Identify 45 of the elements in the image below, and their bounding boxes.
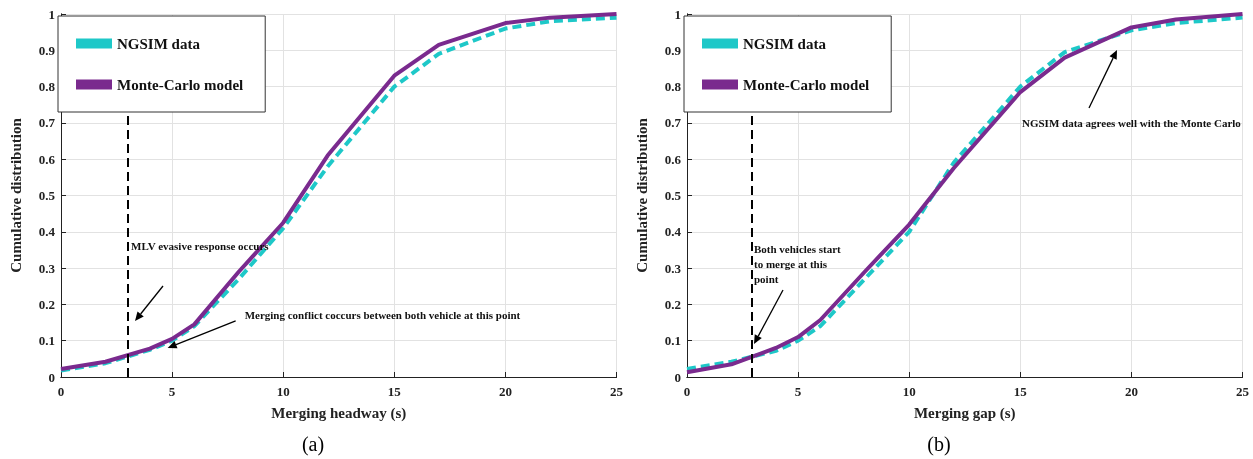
x-tick-label: 10 [276,384,290,399]
y-axis-title: Cumulative distribution [633,117,650,273]
y-tick-label: 0.1 [38,333,55,349]
y-tick-label: 0.7 [664,115,682,131]
y-tick-label: 0.5 [664,188,682,203]
annotation: Merging conflict coccurs between both vehicle at this point [244,308,521,321]
x-tick-label: 5 [794,384,802,399]
y-tick-label: 0.5 [38,188,56,203]
x-axis-title: Merging gap (s) [913,404,1016,422]
y-tick-label: 0.6 [38,151,56,167]
x-tick-label: 15 [387,384,402,399]
x-tick-label: 10 [902,384,916,399]
y-tick-label: 0.2 [664,296,681,312]
legend-label: NGSIM data [743,35,827,52]
x-tick-label: 25 [1236,384,1250,399]
y-tick-label: 0.8 [664,79,682,95]
y-tick-label: 0.4 [38,224,56,240]
y-tick-label: 0.9 [38,42,56,58]
x-axis-title: Merging headway (s) [271,404,407,422]
text: (b) [927,433,951,456]
y-tick-label: 0 [674,369,681,385]
legend-label: Monte-Carlo model [743,76,870,93]
y-tick-label: 0 [48,369,55,385]
x-tick-label: 25 [610,384,624,399]
legend-label: NGSIM data [117,35,201,52]
x-tick-label: 5 [168,384,176,399]
y-tick-label: 0.4 [664,224,682,240]
y-tick-label: 0.9 [664,42,682,58]
y-tick-label: 1 [48,6,55,22]
x-tick-label: 20 [1124,384,1138,399]
y-tick-label: 0.8 [38,79,56,95]
annotation: Both vehicles start to merge at this point [754,243,844,285]
legend-label: Monte-Carlo model [117,76,244,93]
y-axis-title: Cumulative distribution [7,117,24,273]
y-tick-label: 0.6 [664,151,682,167]
x-tick-label: 20 [498,384,512,399]
x-tick-label: 15 [1013,384,1028,399]
text: (a) [301,433,325,456]
y-tick-label: 0.3 [38,260,56,276]
y-tick-label: 0.7 [38,115,56,131]
y-tick-label: 0.2 [38,296,55,312]
annotation: NGSIM data agrees well with the Monte Carlo [1022,117,1242,129]
y-tick-label: 1 [674,6,681,22]
y-tick-label: 0.3 [664,260,682,276]
y-tick-label: 0.1 [664,333,681,349]
